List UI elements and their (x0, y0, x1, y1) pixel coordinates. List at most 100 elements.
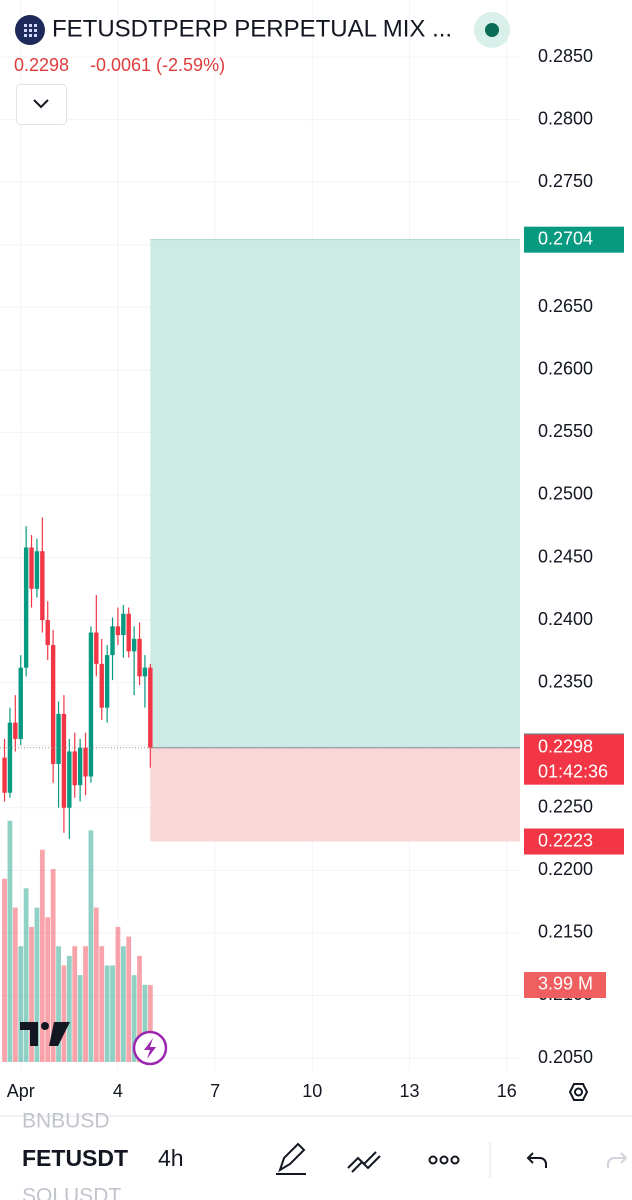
y-tick-label: 0.2650 (538, 296, 593, 316)
candle-body (115, 626, 121, 636)
y-tick-label: 0.2500 (538, 484, 593, 504)
candle-body (94, 632, 99, 664)
symbol-selector[interactable]: FETUSDT (22, 1145, 128, 1171)
candle-body (40, 551, 45, 621)
x-tick-label: Apr (7, 1081, 35, 1101)
status-dot (485, 23, 499, 37)
y-tick-label: 0.2750 (538, 171, 593, 191)
candle-body (99, 663, 104, 708)
undo-button[interactable] (526, 1152, 547, 1168)
volume-bar (18, 946, 24, 1062)
x-tick-label: 7 (210, 1081, 220, 1101)
y-tick-label: 0.2800 (538, 108, 593, 128)
volume-bar (29, 926, 34, 1062)
volume-bar (110, 965, 115, 1062)
y-tick-label: 0.2450 (538, 546, 593, 566)
candle-body (148, 667, 153, 748)
candle-body (50, 645, 56, 764)
prev-symbol[interactable]: BNBUSD (22, 1110, 110, 1133)
volume-bar (77, 975, 83, 1062)
volume-bar (39, 849, 45, 1062)
x-tick-label: 16 (497, 1081, 517, 1101)
tv-logo (20, 1022, 70, 1046)
y-tick-label: 0.2050 (538, 1047, 593, 1067)
candle-body (104, 655, 110, 708)
trend-tools[interactable] (347, 1151, 381, 1173)
volume-bar (142, 984, 148, 1062)
volume-bar (12, 907, 18, 1062)
volume-bar (147, 984, 153, 1062)
symbol-title: FETUSDTPERP PERPETUAL MIX ... (52, 15, 452, 42)
volume-bar (137, 955, 142, 1062)
volume-bar (61, 965, 67, 1062)
volume-bar (115, 926, 121, 1062)
y-tick-label: 0.2250 (538, 797, 593, 817)
price-label: 0.2223 (538, 830, 593, 850)
next-symbol[interactable]: SOLUSDT (22, 1185, 121, 1200)
volume-label-box (524, 971, 606, 998)
y-tick-label: 0.2850 (538, 46, 593, 66)
volume-bar (23, 888, 29, 1062)
candle-body (131, 638, 137, 652)
header: FETUSDTPERP PERPETUAL MIX ... 0.2298 -0.… (14, 12, 510, 125)
volume-bar (56, 946, 61, 1062)
target-zone (150, 239, 521, 748)
candle-body (83, 747, 88, 777)
volume-bar (126, 936, 132, 1062)
volume-bar (7, 820, 13, 1062)
y-tick-label: 0.2350 (538, 671, 593, 691)
candle-body (126, 613, 131, 652)
lightning-button[interactable] (132, 1030, 168, 1066)
price-label-box (524, 828, 624, 855)
plot (0, 0, 521, 1070)
symbol-icon-dots (24, 24, 37, 37)
volume-bar (104, 965, 110, 1062)
redo-button[interactable] (607, 1152, 628, 1168)
chevron-icon (33, 99, 49, 109)
collapse-button[interactable] (16, 84, 67, 125)
candle-body (142, 667, 148, 677)
candle-body (13, 722, 18, 739)
volume-bar (93, 907, 99, 1062)
y-tick-label: 0.2150 (538, 922, 593, 942)
interval-selector[interactable]: 4h (158, 1145, 184, 1171)
volume-bar (120, 946, 126, 1062)
candle-body (18, 667, 23, 739)
candle-body (121, 613, 126, 636)
price-label-box (524, 734, 624, 785)
candle-body (45, 620, 50, 646)
volume-bar (66, 955, 72, 1062)
candle-body (72, 751, 77, 786)
candle-body (110, 626, 115, 656)
candle-body (88, 632, 94, 777)
y-tick-label: 0.2400 (538, 609, 593, 629)
candle-body (23, 547, 29, 668)
x-tick-label: 4 (113, 1081, 123, 1101)
price-label-box (524, 226, 624, 253)
candle-body (29, 547, 34, 589)
candle-body (34, 551, 40, 589)
y-tick-label: 0.2200 (538, 859, 593, 879)
stop-zone (150, 747, 521, 842)
x-tick-label: 10 (302, 1081, 322, 1101)
volume-bar (50, 869, 56, 1062)
candle-body (137, 638, 142, 677)
more-button[interactable] (428, 1155, 460, 1165)
price-change: -0.0061 (-2.59%) (90, 55, 225, 75)
countdown: 01:42:36 (538, 761, 608, 781)
candle-body (77, 747, 83, 786)
candle-body (2, 757, 7, 793)
volume-bar (131, 975, 137, 1062)
y-tick-label: 0.2600 (538, 359, 593, 379)
volume-bar (99, 946, 105, 1062)
candle-body (7, 722, 13, 793)
volume-bar (45, 917, 51, 1062)
candle-body (67, 751, 72, 808)
candle-body (56, 713, 61, 764)
draw-tool[interactable] (276, 1142, 306, 1175)
axis-settings[interactable] (568, 1083, 589, 1101)
volume-bar (2, 878, 7, 1062)
toolbar: BNBUSD FETUSDT SOLUSDT 4h (22, 1110, 628, 1200)
volume-bar (72, 946, 78, 1062)
